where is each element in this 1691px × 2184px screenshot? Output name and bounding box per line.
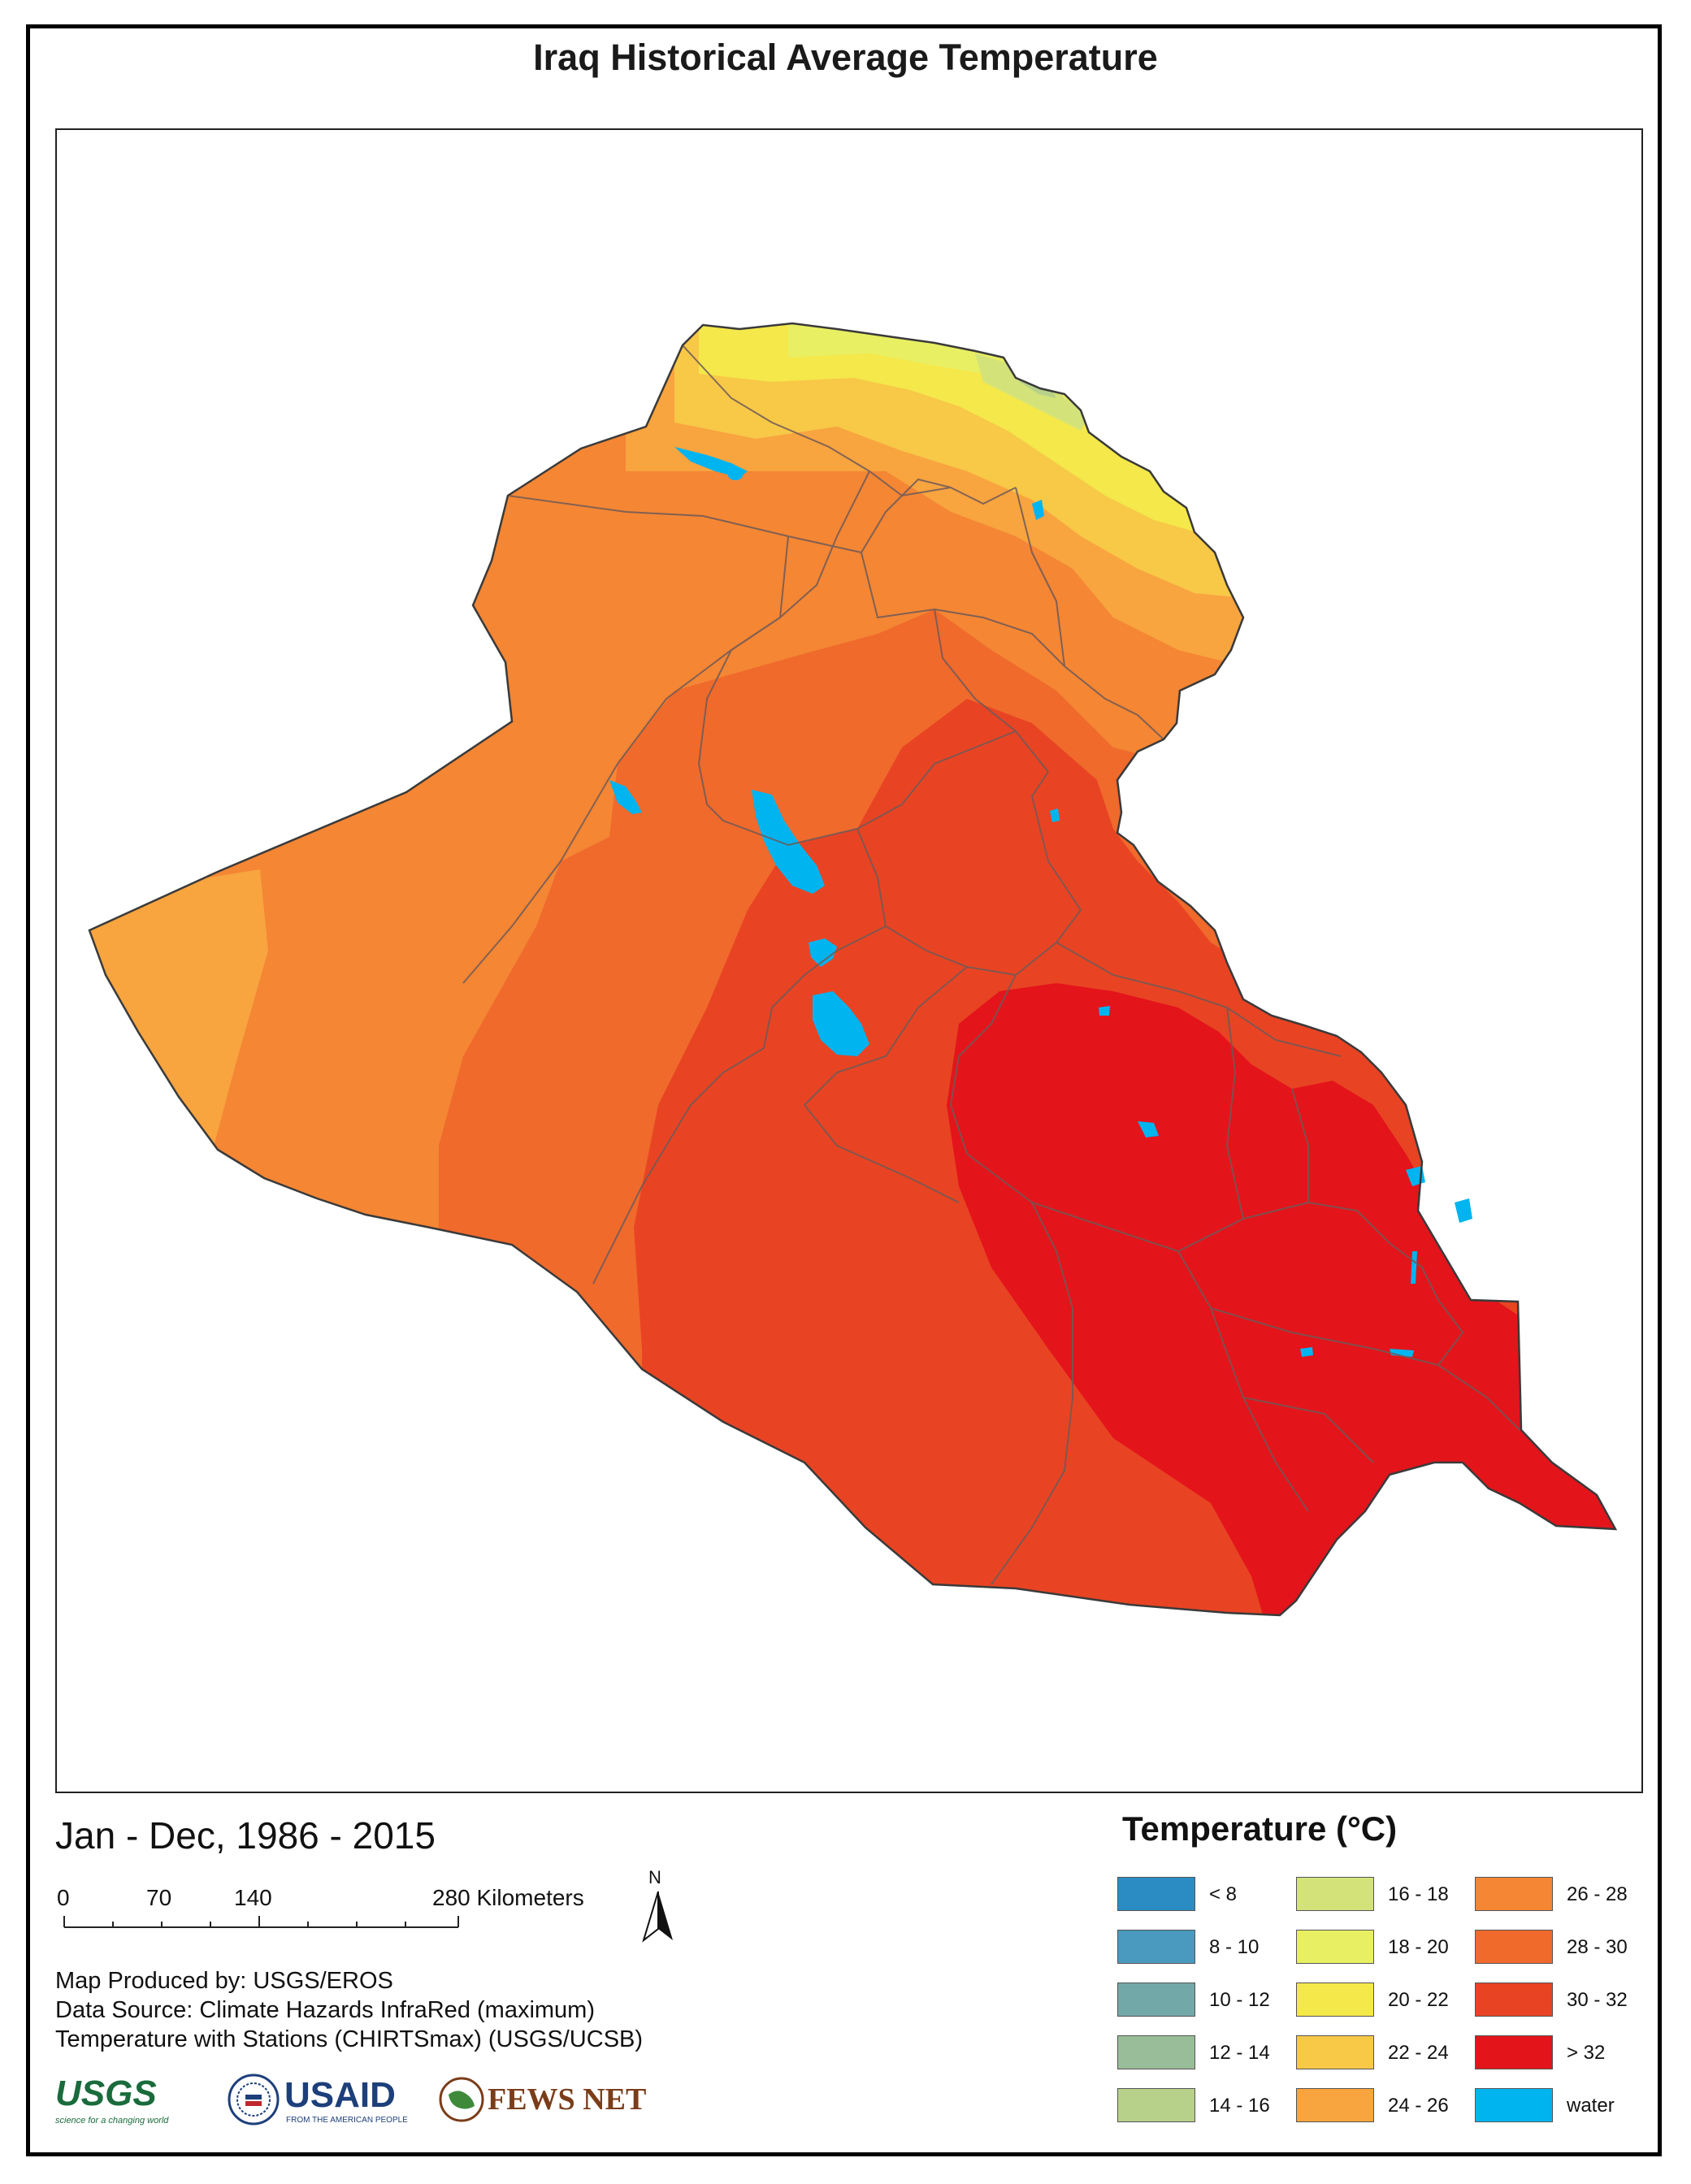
legend-swatch [1296,2088,1374,2122]
boundary-line [1242,1397,1374,1463]
boundary-line [698,470,870,675]
north-label: N [648,1867,661,1887]
legend-swatch [1296,1877,1374,1911]
water-body [728,470,743,480]
fewsnet-logo-text: FEWS NET [488,2082,647,2117]
boundary-line [803,966,968,1203]
boundary-line [949,974,1073,1585]
haditha-lake [609,780,642,814]
legend-title: Temperature (°C) [1122,1809,1398,1848]
usaid-logo: USAID FROM THE AMERICAN PEOPLE [284,2074,471,2130]
legend-label: > 32 [1567,2042,1606,2064]
legend-label: 30 - 32 [1567,1989,1628,2011]
legend-swatch [1117,1930,1195,1964]
legend-swatch [1296,1930,1374,1964]
usgs-logo-text: USGS [55,2074,157,2113]
legend-label: 8 - 10 [1209,1936,1260,1958]
map-title: Iraq Historical Average Temperature [533,37,1158,78]
boundary-line [934,609,1049,773]
temperature-zones [89,323,1615,1615]
water-body [1138,1121,1159,1138]
water-body [1455,1198,1472,1223]
legend-swatch [1296,2035,1374,2069]
boundary-line [592,925,887,1285]
water-body [1050,808,1060,822]
legend-swatch [1475,2035,1553,2069]
scale-label: 280 Kilometers [432,1885,584,1910]
lake-tharthar [752,790,825,894]
fewsnet-logo: FEWS NET [488,2074,650,2130]
legend-label: 22 - 24 [1388,2042,1449,2064]
legend-label: 20 - 22 [1388,1989,1449,2011]
credit-line: Map Produced by: USGS/EROS [55,1968,393,1994]
logos: USGS science for a changing world USAID … [55,2074,646,2130]
boundary-line [1015,487,1065,667]
water-body [1300,1347,1313,1357]
usgs-tagline: science for a changing world [55,2116,169,2126]
water-body [1099,1006,1110,1016]
legend-swatch [1296,1982,1374,2017]
boundary-line [1056,942,1342,1057]
boundary-line [697,535,789,846]
legend-swatch [1117,1982,1195,2017]
legend-label: 24 - 26 [1388,2095,1449,2117]
fewsnet-globe-icon [437,2074,488,2130]
map-panel [55,128,1643,1793]
boundary-line [462,674,700,984]
legend-label: 28 - 30 [1567,1936,1628,1958]
iraq-temperature-map [88,322,1617,1617]
zone-16-18 [975,353,1089,431]
usaid-logo-text: USAID [284,2075,396,2115]
legend-swatch [1117,1877,1195,1911]
legend-swatch [1475,1877,1553,1911]
legend-label: < 8 [1209,1883,1238,1905]
boundary-line [861,478,952,553]
lake-razzaza [813,991,869,1056]
legend-label: 12 - 14 [1209,2042,1270,2064]
boundary-line [1291,1088,1309,1202]
legend-label: water [1567,2095,1615,2117]
period-label: Jan - Dec, 1986 - 2015 [55,1814,436,1857]
scale-label: 140 [234,1885,272,1910]
north-arrow-icon [642,1891,673,1943]
dukan-lake [1032,500,1044,520]
scale-bar [63,1916,459,1928]
legend-label: 16 - 18 [1388,1883,1449,1905]
lake-habbaniyah [809,938,837,967]
credit-line: Data Source: Climate Hazards InfraRed (m… [55,1997,595,2023]
map-credits: Map Produced by: USGS/EROS Data Source: … [55,1966,643,2054]
legend-swatch [1475,1930,1553,1964]
legend-label: 10 - 12 [1209,1989,1270,2011]
legend-label: 14 - 16 [1209,2095,1270,2117]
boundary-line [787,730,1017,846]
legend-swatch [1117,2088,1195,2122]
legend-swatch [1475,2088,1553,2122]
legend-label: 18 - 20 [1388,1936,1449,1958]
usaid-seal-icon [228,2074,281,2130]
mosul-lake [674,447,748,478]
legend-swatch [1117,2035,1195,2069]
legend-label: 26 - 28 [1567,1883,1628,1905]
usaid-tagline: FROM THE AMERICAN PEOPLE [286,2116,408,2125]
boundary-line [1225,1007,1244,1220]
boundary-line [1437,1299,1464,1366]
scale-label: 70 [146,1885,172,1910]
legend-swatch [1475,1982,1553,2017]
credit-line: Temperature with Stations (CHIRTSmax) (U… [55,2026,644,2052]
scale-label: 0 [57,1885,70,1910]
province-boundaries [462,344,1520,1585]
usgs-logo: USGS science for a changing world [55,2074,218,2130]
boundary-line [1210,1307,1520,1431]
